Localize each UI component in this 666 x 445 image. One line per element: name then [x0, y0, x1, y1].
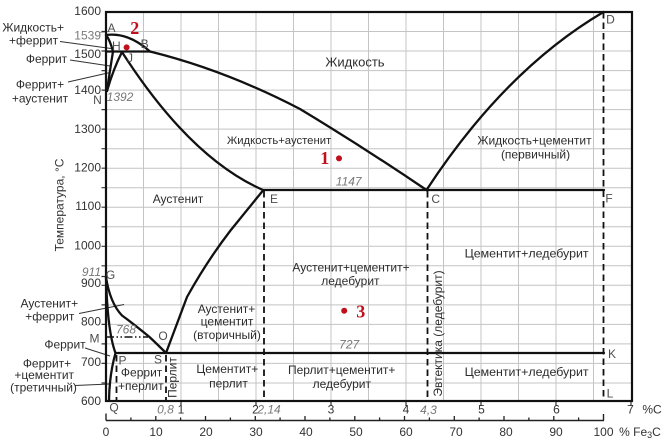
- svg-text:1100: 1100: [75, 199, 101, 213]
- svg-text:911: 911: [82, 265, 101, 279]
- svg-text:F: F: [605, 192, 612, 206]
- svg-text:1500: 1500: [74, 47, 101, 61]
- svg-text:80: 80: [499, 425, 513, 439]
- svg-text:N: N: [93, 93, 102, 107]
- svg-text:1539: 1539: [74, 29, 101, 43]
- svg-text:(первичный): (первичный): [501, 147, 570, 161]
- svg-text:+цементит: +цементит: [14, 368, 74, 382]
- svg-text:B: B: [141, 37, 149, 51]
- svg-text:Феррит: Феррит: [121, 366, 163, 380]
- svg-text:1000: 1000: [74, 239, 101, 253]
- svg-text:H: H: [112, 39, 121, 53]
- svg-text:1: 1: [320, 148, 329, 168]
- svg-text:7: 7: [627, 403, 634, 417]
- svg-text:E: E: [270, 192, 278, 206]
- svg-text:1600: 1600: [74, 4, 101, 18]
- svg-text:Перлит+цементит+: Перлит+цементит+: [288, 363, 395, 377]
- svg-text:Феррит+: Феррит+: [16, 78, 64, 92]
- svg-text:цементит: цементит: [201, 315, 254, 329]
- svg-text:O: O: [158, 329, 167, 343]
- svg-text:Цементит+ледебурит: Цементит+ледебурит: [465, 365, 589, 379]
- svg-text:Аустенит+: Аустенит+: [20, 296, 78, 310]
- svg-text:1147: 1147: [336, 174, 363, 188]
- svg-text:20: 20: [199, 425, 213, 439]
- svg-text:Феррит: Феррит: [26, 52, 68, 66]
- svg-text:L: L: [607, 387, 614, 401]
- svg-text:J: J: [127, 51, 133, 65]
- svg-text:Температура, °С: Температура, °С: [53, 158, 67, 251]
- svg-text:G: G: [106, 268, 115, 282]
- svg-text:+феррит: +феррит: [9, 34, 59, 48]
- svg-text:K: K: [608, 347, 616, 361]
- svg-text:ледебурит: ледебурит: [313, 377, 372, 391]
- svg-text:2,14: 2,14: [256, 403, 281, 417]
- svg-text:60: 60: [399, 425, 413, 439]
- svg-text:6: 6: [553, 403, 560, 417]
- svg-text:D: D: [606, 13, 615, 27]
- svg-text:Аустенит+цементит+: Аустенит+цементит+: [292, 261, 409, 275]
- svg-text:727: 727: [339, 338, 360, 352]
- svg-text:Аустенит+: Аустенит+: [198, 302, 256, 316]
- svg-text:600: 600: [81, 394, 101, 408]
- svg-text:Жидкость+: Жидкость+: [2, 21, 64, 35]
- svg-text:4,3: 4,3: [420, 403, 437, 417]
- svg-text:0: 0: [103, 425, 110, 439]
- svg-text:Жидкость+аустенит: Жидкость+аустенит: [227, 135, 331, 147]
- svg-text:перлит: перлит: [209, 376, 248, 390]
- svg-text:40: 40: [299, 425, 313, 439]
- svg-text:768: 768: [116, 323, 136, 337]
- svg-text:Q: Q: [109, 401, 118, 415]
- svg-text:Феррит: Феррит: [44, 338, 86, 352]
- svg-text:Феррит+: Феррит+: [23, 357, 71, 371]
- svg-text:800: 800: [81, 315, 101, 329]
- svg-text:ледебурит: ледебурит: [321, 274, 380, 288]
- svg-text:100: 100: [593, 425, 613, 439]
- svg-text:1: 1: [178, 403, 185, 417]
- svg-text:3: 3: [356, 302, 365, 322]
- svg-text:%C: %C: [642, 403, 662, 417]
- svg-text:3: 3: [328, 403, 335, 417]
- svg-text:(третичный): (третичный): [10, 381, 77, 395]
- svg-text:Аустенит: Аустенит: [153, 192, 204, 206]
- svg-text:900: 900: [81, 276, 101, 290]
- svg-text:C: C: [431, 192, 440, 206]
- svg-text:Перлит: Перлит: [166, 357, 180, 398]
- svg-text:(вторичный): (вторичный): [193, 328, 261, 342]
- svg-text:% Fe3C: % Fe3C: [619, 425, 661, 440]
- svg-text:5: 5: [478, 403, 485, 417]
- svg-text:70: 70: [449, 425, 463, 439]
- svg-text:+перлит: +перлит: [118, 379, 164, 393]
- svg-text:S: S: [154, 353, 162, 367]
- svg-text:+аустенит: +аустенит: [12, 92, 69, 106]
- svg-text:P: P: [118, 354, 126, 368]
- svg-text:Цементит+ледебурит: Цементит+ледебурит: [465, 247, 589, 261]
- svg-text:Жидкость+цементит: Жидкость+цементит: [477, 133, 592, 147]
- svg-text:1400: 1400: [74, 83, 101, 97]
- svg-text:1392: 1392: [107, 90, 134, 104]
- svg-text:4: 4: [403, 403, 410, 417]
- svg-text:10: 10: [149, 425, 163, 439]
- svg-text:Эвтектика (ледебурит): Эвтектика (ледебурит): [431, 270, 445, 396]
- svg-text:700: 700: [81, 355, 101, 369]
- svg-text:Жидкость: Жидкость: [325, 55, 384, 70]
- svg-text:0,8: 0,8: [157, 403, 174, 417]
- svg-text:30: 30: [249, 425, 263, 439]
- svg-text:2: 2: [252, 403, 259, 417]
- svg-text:2: 2: [130, 18, 139, 38]
- svg-text:+феррит: +феррит: [25, 309, 75, 323]
- svg-text:A: A: [107, 21, 115, 35]
- svg-text:90: 90: [549, 425, 563, 439]
- svg-text:M: M: [90, 331, 100, 345]
- svg-text:1200: 1200: [74, 161, 101, 175]
- svg-text:Цементит+: Цементит+: [196, 362, 258, 376]
- svg-text:50: 50: [349, 425, 363, 439]
- svg-text:1300: 1300: [74, 122, 101, 136]
